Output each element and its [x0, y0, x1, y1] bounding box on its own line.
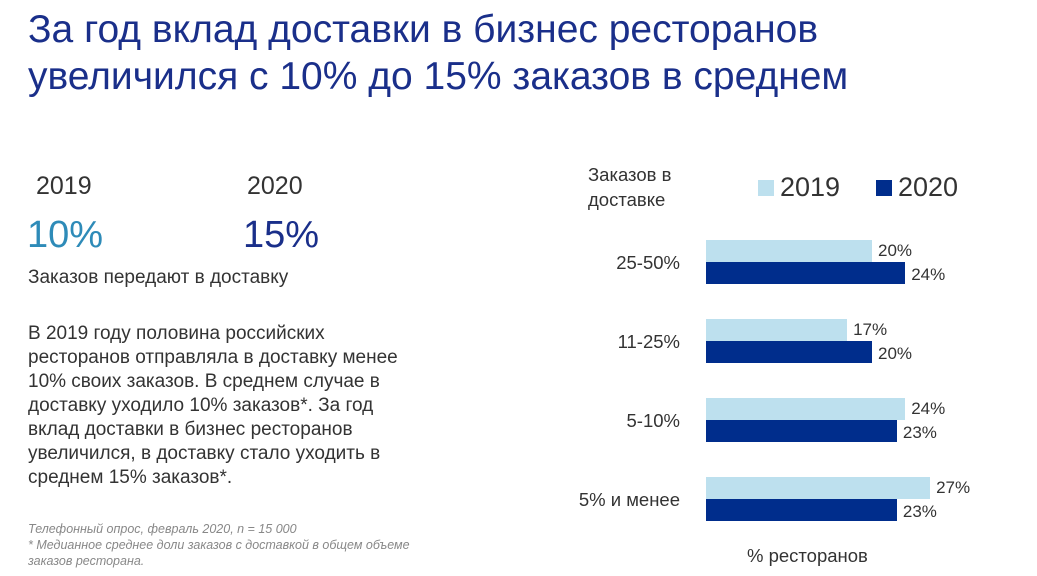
stats-caption: Заказов передают в доставку — [28, 267, 289, 288]
value-2020: 15% — [243, 214, 320, 256]
bar-2020 — [706, 420, 897, 442]
data-label: 23% — [902, 423, 937, 442]
category-label: 5-10% — [626, 410, 680, 431]
legend-label: 2020 — [898, 172, 959, 202]
data-label: 27% — [936, 478, 971, 497]
category-label: 11-25% — [617, 331, 680, 352]
bar-2019 — [706, 477, 931, 499]
data-label: 23% — [902, 502, 937, 521]
bar-2019 — [706, 319, 848, 341]
year-2020-label: 2020 — [247, 172, 303, 200]
data-label: 20% — [878, 344, 913, 363]
year-2019-label: 2019 — [36, 172, 92, 200]
bar-2019 — [706, 240, 872, 262]
legend-swatch — [876, 179, 892, 196]
chart-ylabel: Заказов в доставке — [588, 164, 672, 210]
data-label: 20% — [878, 241, 913, 260]
legend-swatch — [758, 179, 774, 196]
category-label: 5% и менее — [578, 489, 680, 510]
bar-2020 — [706, 499, 897, 521]
footnotes: Телефонный опрос, февраль 2020, n = 15 0… — [28, 521, 448, 569]
legend-label: 2019 — [780, 172, 841, 202]
data-label: 24% — [911, 399, 946, 418]
bar-2019 — [706, 398, 906, 420]
data-label: 17% — [853, 320, 888, 339]
value-2019: 10% — [27, 214, 104, 256]
legend-2019: 2019 — [758, 172, 840, 203]
category-label: 25-50% — [616, 252, 680, 273]
bar-2020 — [706, 341, 872, 363]
bar-2020 — [706, 262, 906, 284]
page-title: За год вклад доставки в бизнес ресторано… — [28, 8, 849, 98]
median-note: * Медианное среднее доли заказов с доста… — [28, 538, 410, 568]
data-label: 24% — [911, 265, 946, 284]
chart-xlabel: % ресторанов — [747, 545, 868, 566]
body-text: В 2019 году половина российских ресторан… — [28, 323, 398, 488]
survey-note: Телефонный опрос, февраль 2020, n = 15 0… — [28, 522, 297, 536]
legend-2020: 2020 — [876, 172, 958, 203]
